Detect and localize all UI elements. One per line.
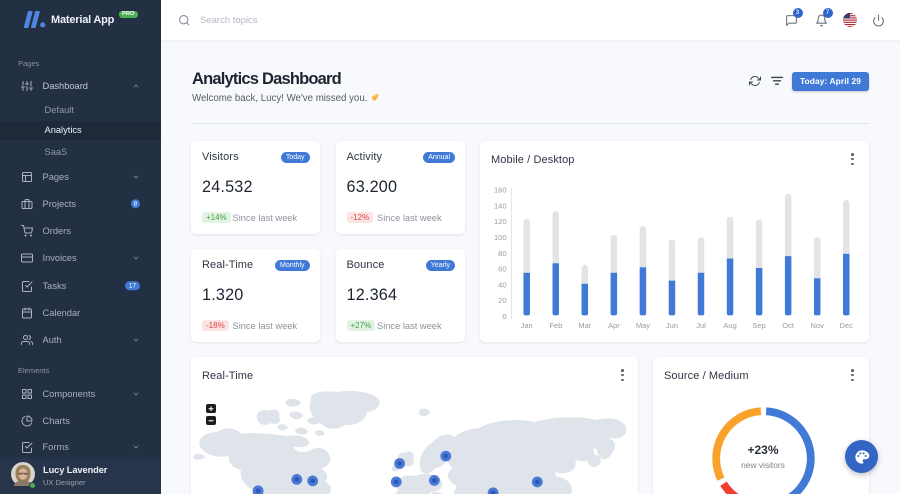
svg-text:Mar: Mar	[578, 321, 591, 330]
svg-text:Apr: Apr	[608, 321, 620, 330]
svg-text:Feb: Feb	[549, 321, 562, 330]
svg-text:Oct: Oct	[782, 321, 795, 330]
svg-text:20: 20	[498, 296, 506, 305]
svg-text:Jun: Jun	[666, 321, 678, 330]
svg-text:120: 120	[494, 217, 507, 226]
svg-text:0: 0	[502, 312, 506, 321]
svg-text:Jan: Jan	[521, 321, 533, 330]
svg-text:Aug: Aug	[723, 321, 736, 330]
svg-text:Jul: Jul	[696, 321, 706, 330]
svg-text:Nov: Nov	[811, 321, 825, 330]
svg-text:140: 140	[494, 201, 507, 210]
svg-text:80: 80	[498, 249, 506, 258]
svg-text:100: 100	[494, 233, 507, 242]
svg-text:160: 160	[494, 186, 507, 195]
svg-text:Dec: Dec	[840, 321, 854, 330]
svg-text:May: May	[636, 321, 650, 330]
svg-text:Sep: Sep	[752, 321, 765, 330]
svg-text:60: 60	[498, 265, 506, 274]
svg-text:40: 40	[498, 280, 506, 289]
